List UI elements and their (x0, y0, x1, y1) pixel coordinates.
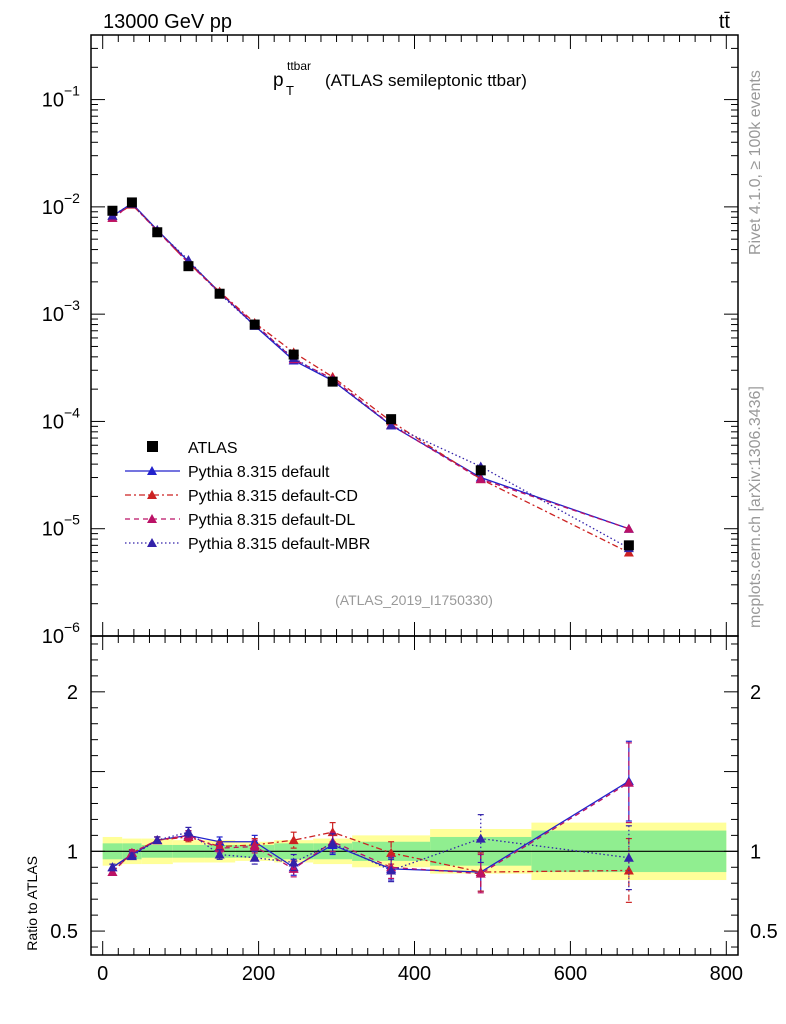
x-tick-label: 400 (398, 963, 431, 985)
upper-y-tick-label: 10 (42, 626, 64, 648)
data-point (327, 376, 338, 387)
ratio-marker-3 (152, 835, 163, 845)
data-point (288, 349, 299, 360)
legend-label-0: Pythia 8.315 default (188, 464, 330, 481)
upper-y-tick-exp: −3 (64, 297, 80, 313)
ratio-marker-3 (107, 862, 118, 872)
ratio-ylabel: Ratio to ATLAS (24, 856, 40, 951)
lower-y-tick-label-left: 0.5 (50, 921, 78, 943)
lower-y-tick-labels: 0.5 0.5 1 1 2 2 (50, 682, 778, 943)
data-point (214, 288, 225, 299)
x-tick-label: 600 (554, 963, 587, 985)
series-marker-2 (623, 523, 634, 533)
ratio-marker-3 (475, 833, 486, 843)
ratio-marker-1 (386, 847, 397, 857)
series-marker-3 (386, 420, 397, 430)
legend-label-2: Pythia 8.315 default-DL (188, 512, 355, 529)
upper-y-tick-label: 10 (42, 304, 64, 326)
upper-y-tick-exp: −6 (64, 619, 80, 635)
upper-y-tick-labels: 10−610−510−410−310−210−1 (42, 83, 80, 648)
title-sup: ttbar (287, 59, 311, 73)
upper-y-tick-exp: −4 (64, 404, 80, 420)
ratio-marker-1 (288, 835, 299, 845)
ratio-marker-3 (288, 857, 299, 867)
ratio-marker-2 (623, 777, 634, 787)
upper-y-tick-label: 10 (42, 519, 64, 541)
data-point (475, 465, 486, 476)
upper-y-tick-exp: −1 (64, 83, 80, 99)
lower-y-tick-label-left: 1 (67, 841, 78, 863)
ratio-marker-3 (623, 852, 634, 862)
series-marker-2 (475, 474, 486, 484)
ratio-marker-2 (249, 841, 260, 851)
ratio-marker-2 (475, 868, 486, 878)
data-point (107, 205, 118, 216)
upper-y-tick-exp: −5 (64, 512, 80, 528)
title-rest: (ATLAS semileptonic ttbar) (325, 71, 527, 90)
ratio-marker-3 (386, 865, 397, 875)
ratio-marker-3 (214, 849, 225, 859)
header-right: tt̄ (719, 11, 731, 33)
legend-label-data: ATLAS (188, 440, 238, 457)
legend: ATLAS Pythia 8.315 default Pythia 8.315 de… (125, 440, 370, 553)
ratio-marker-2 (107, 867, 118, 877)
data-point (623, 540, 634, 551)
data-point (249, 319, 260, 330)
lower-y-tick-label-right: 0.5 (750, 921, 778, 943)
upper-y-tick-label: 10 (42, 411, 64, 433)
x-tick-label: 800 (710, 963, 743, 985)
ratio-series (107, 740, 634, 903)
title-sub: T (286, 83, 294, 98)
legend-marker-2 (147, 514, 157, 523)
legend-label-3: Pythia 8.315 default-MBR (188, 536, 370, 553)
legend-marker-1 (147, 490, 157, 499)
upper-y-tick-label: 10 (42, 90, 64, 112)
lower-y-tick-label-right: 1 (750, 841, 761, 863)
legend-marker-data (147, 441, 158, 452)
lower-frame (90, 635, 739, 956)
upper-y-tick-label: 10 (42, 197, 64, 219)
rivet-label: Rivet 4.1.0, ≥ 100k events (747, 70, 764, 255)
x-tick-label: 200 (242, 963, 275, 985)
data-point (126, 197, 137, 208)
data-point (386, 414, 397, 425)
title-p: p (273, 70, 284, 91)
legend-marker-3 (147, 538, 157, 547)
x-tick-label: 0 (97, 963, 108, 985)
data-point (152, 227, 163, 238)
ratio-marker-3 (126, 851, 137, 861)
header-left: 13000 GeV pp (103, 11, 232, 33)
ratio-marker-3 (183, 827, 194, 837)
data-point (183, 261, 194, 272)
legend-label-1: Pythia 8.315 default-CD (188, 488, 358, 505)
mcplots-label: mcplots.cern.ch [arXiv:1306.3436] (747, 386, 764, 628)
upper-series (107, 197, 634, 557)
lower-y-tick-label-left: 2 (67, 682, 78, 704)
lower-y-tick-label-right: 2 (750, 682, 761, 704)
ratio-line-3 (112, 831, 629, 872)
analysis-label: (ATLAS_2019_I1750330) (335, 592, 493, 608)
ratio-marker-3 (327, 838, 338, 848)
main-title: p ttbar T (ATLAS semileptonic ttbar) (273, 59, 527, 98)
ratio-marker-3 (249, 852, 260, 862)
series-line-2 (112, 203, 630, 530)
legend-marker-0 (147, 466, 157, 475)
plot-frames (90, 34, 739, 956)
upper-y-tick-exp: −2 (64, 190, 80, 206)
x-tick-labels: 0 200 400 600 800 (97, 963, 743, 985)
